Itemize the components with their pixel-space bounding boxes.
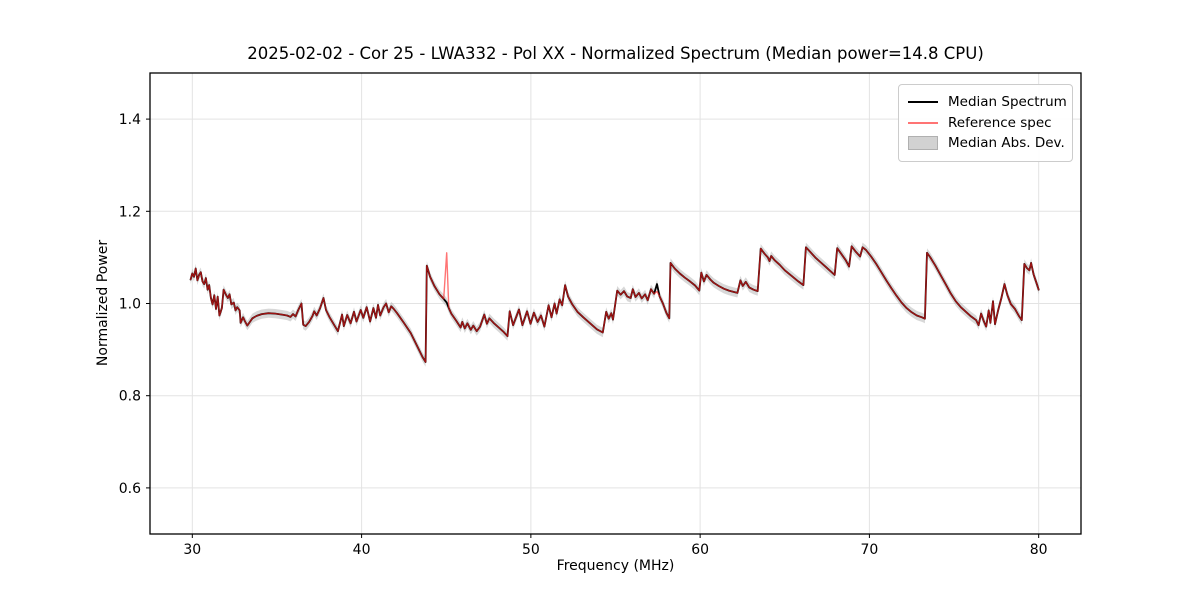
y-tick-label: 1.4 <box>119 112 141 128</box>
legend-item-median-abs-dev: Median Abs. Dev. <box>908 133 1065 154</box>
x-tick-label: 40 <box>353 542 371 558</box>
median-spectrum-line-swatch <box>908 101 938 104</box>
reference-spec-line-swatch <box>908 121 938 124</box>
y-axis-label: Normalized Power <box>95 239 111 367</box>
x-tick-label: 60 <box>691 542 709 558</box>
x-tick-label: 80 <box>1030 542 1048 558</box>
x-tick-label: 70 <box>860 542 878 558</box>
x-tick-label: 30 <box>183 542 201 558</box>
legend-label: Median Abs. Dev. <box>948 135 1065 152</box>
chart-title: 2025-02-02 - Cor 25 - LWA332 - Pol XX - … <box>247 44 984 63</box>
y-tick-label: 1.0 <box>119 297 141 313</box>
legend-item-reference-spec: Reference spec <box>908 113 1063 134</box>
reference-spec-line <box>189 245 1040 363</box>
legend: Median Spectrum Reference spec Median Ab… <box>898 84 1073 162</box>
y-tick-label: 0.8 <box>119 389 141 405</box>
legend-label: Reference spec <box>948 114 1052 131</box>
x-axis-label: Frequency (MHz) <box>556 558 675 574</box>
x-tick-label: 50 <box>522 542 540 558</box>
legend-item-median-spectrum: Median Spectrum <box>908 92 1067 113</box>
y-tick-label: 0.6 <box>119 481 141 497</box>
y-tick-label: 1.2 <box>119 204 141 220</box>
median-abs-dev-patch-swatch <box>908 136 938 151</box>
legend-label: Median Spectrum <box>948 94 1067 111</box>
